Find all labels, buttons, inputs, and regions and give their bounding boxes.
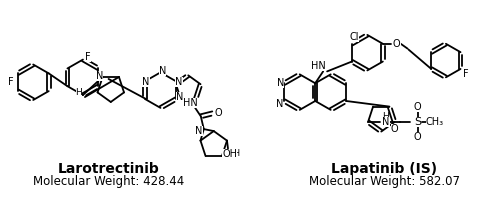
Text: N: N	[142, 77, 150, 87]
Text: N: N	[195, 126, 202, 136]
Text: HN: HN	[184, 98, 198, 108]
Text: N: N	[159, 66, 166, 76]
Text: N: N	[276, 78, 284, 88]
Text: N: N	[276, 99, 283, 109]
Text: H: H	[382, 112, 390, 121]
Text: Molecular Weight: 428.44: Molecular Weight: 428.44	[33, 175, 184, 188]
Text: O: O	[390, 124, 398, 134]
Text: N: N	[96, 71, 104, 81]
Text: O: O	[215, 108, 222, 118]
Text: '''H: '''H	[227, 149, 240, 158]
Text: F: F	[8, 77, 13, 87]
Text: CH₃: CH₃	[426, 117, 444, 127]
Text: O: O	[414, 132, 422, 142]
Text: Larotrectinib: Larotrectinib	[58, 162, 160, 176]
Text: O: O	[393, 39, 400, 49]
Text: OH: OH	[222, 149, 238, 159]
Text: F: F	[462, 69, 468, 79]
Text: H: H	[76, 88, 82, 97]
Text: N: N	[176, 92, 184, 102]
Text: Cl: Cl	[349, 32, 358, 42]
Text: N: N	[382, 117, 390, 127]
Text: F: F	[85, 52, 90, 62]
Text: Molecular Weight: 582.07: Molecular Weight: 582.07	[309, 175, 460, 188]
Text: N: N	[175, 77, 182, 87]
Text: Lapatinib (IS): Lapatinib (IS)	[331, 162, 438, 176]
Text: O: O	[414, 102, 422, 112]
Text: HN: HN	[311, 61, 326, 71]
Text: S: S	[414, 117, 422, 127]
